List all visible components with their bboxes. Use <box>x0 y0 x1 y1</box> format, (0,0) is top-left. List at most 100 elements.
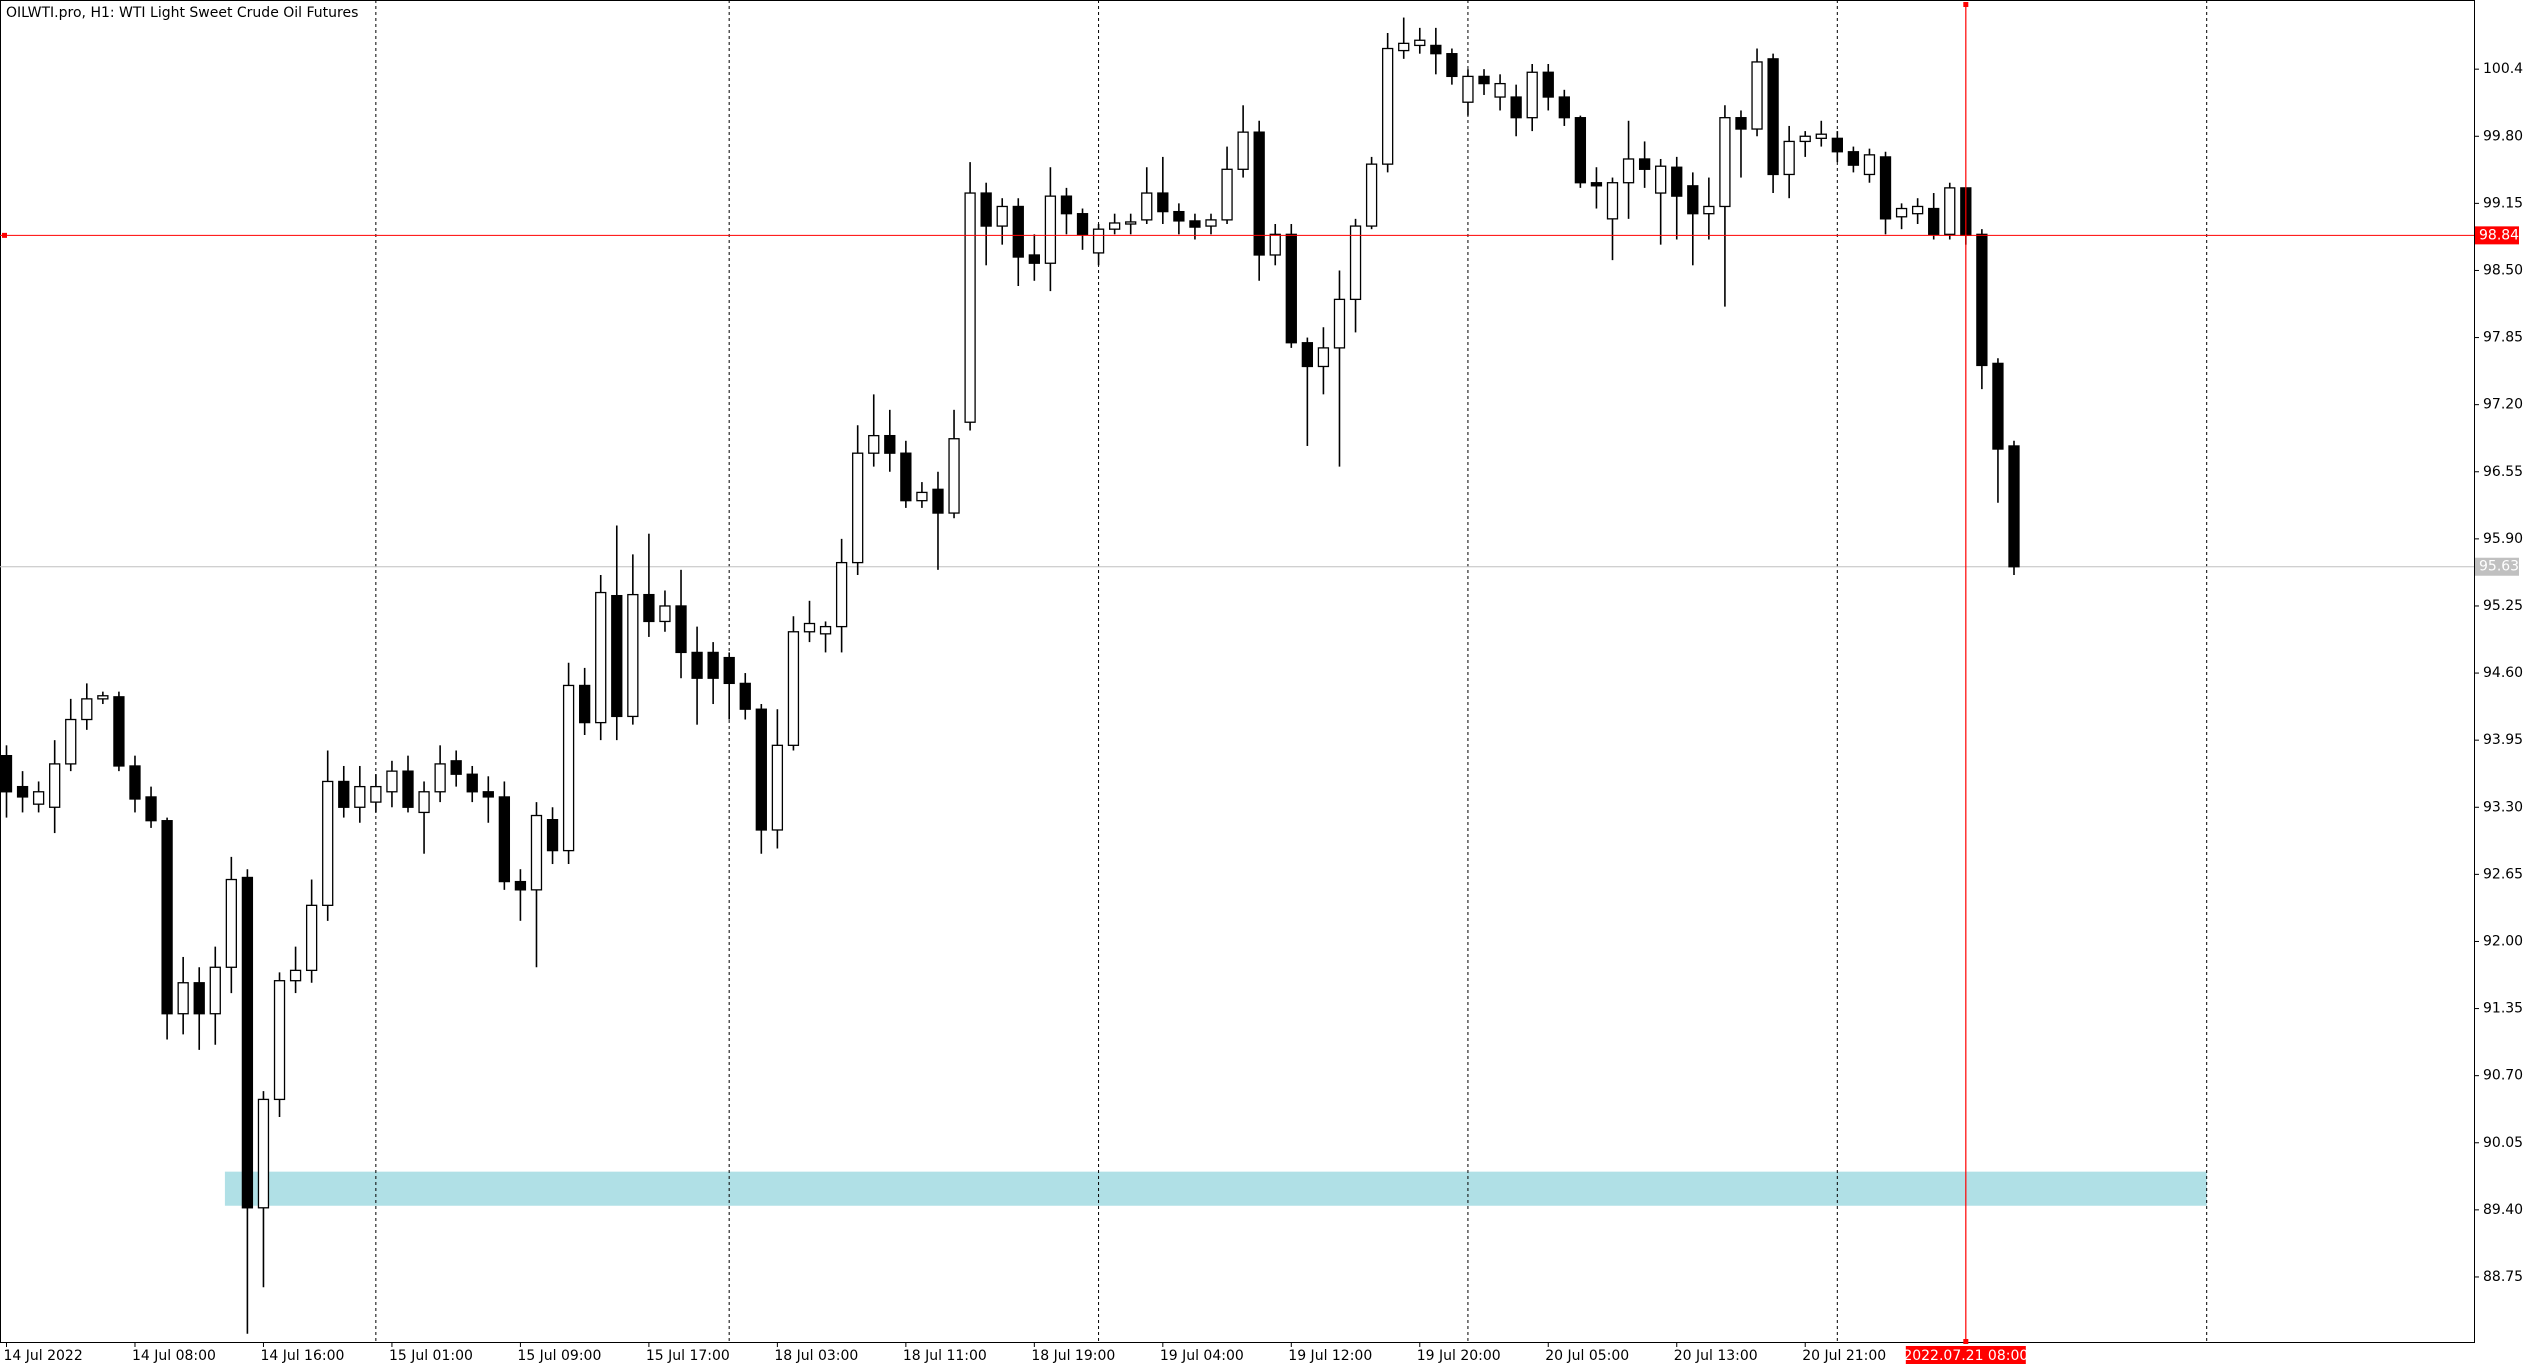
candle-body <box>1895 207 1908 218</box>
candle-body <box>996 205 1008 227</box>
candle-body <box>1879 156 1892 220</box>
candle-body <box>354 785 366 808</box>
candle-body <box>1317 347 1330 368</box>
candle-body <box>1414 39 1426 47</box>
candle-body <box>1655 165 1667 194</box>
candle-body <box>81 698 93 721</box>
candle-body <box>1189 220 1201 228</box>
x-tick-label: 19 Jul 12:00 <box>1288 1348 1372 1364</box>
candle-body <box>1622 158 1635 184</box>
candle-body <box>643 593 655 623</box>
candle-body <box>868 434 880 454</box>
x-tick-label: 19 Jul 04:00 <box>1160 1348 1244 1364</box>
candle-body <box>209 966 221 1015</box>
x-tick-label: 20 Jul 21:00 <box>1802 1348 1886 1364</box>
candle-body <box>1205 219 1217 227</box>
candle-body <box>980 192 992 227</box>
y-tick-label: 89.40 <box>2483 1202 2523 1218</box>
y-tick-label: 95.90 <box>2483 531 2523 547</box>
candle-body <box>177 982 189 1015</box>
candle-body <box>1976 233 1988 367</box>
candle-body <box>819 625 832 635</box>
candle-body <box>498 796 511 883</box>
candle-body <box>1606 182 1619 220</box>
candle-body <box>1398 42 1410 52</box>
candle-body <box>1542 71 1554 98</box>
candle-body <box>32 791 45 805</box>
y-tick-label: 93.30 <box>2483 799 2523 815</box>
candle-body <box>49 763 61 808</box>
y-tick-label: 93.95 <box>2483 732 2523 748</box>
candle-body <box>1703 205 1715 215</box>
x-tick-label: 14 Jul 08:00 <box>132 1348 216 1364</box>
candle-body <box>1831 137 1843 153</box>
candle-body <box>1076 213 1089 235</box>
candle-body <box>1638 158 1651 170</box>
candle-body <box>161 820 173 1015</box>
y-tick-label: 98.50 <box>2483 262 2523 278</box>
candle-body <box>1221 168 1233 221</box>
candle-body <box>1671 166 1683 197</box>
x-tick-label: 18 Jul 19:00 <box>1031 1348 1115 1364</box>
candle-body <box>193 982 205 1015</box>
candle-body <box>852 452 864 564</box>
candle-body <box>755 708 767 831</box>
candle-body <box>418 791 430 814</box>
candle-body <box>1173 210 1185 222</box>
candle-body <box>514 880 527 891</box>
crosshair-dot <box>1963 1339 1969 1344</box>
x-tick-label: 19 Jul 20:00 <box>1417 1348 1501 1364</box>
candle-body <box>97 695 109 700</box>
candle-body <box>659 605 671 623</box>
candle-body <box>1092 228 1105 254</box>
x-tick-label: 15 Jul 17:00 <box>646 1348 730 1364</box>
candle-body <box>1269 233 1281 256</box>
y-tick-label: 88.75 <box>2483 1269 2523 1285</box>
bid-label: 95.63 <box>2479 559 2519 575</box>
candle-body <box>546 819 559 852</box>
candle-body <box>482 791 494 798</box>
candle-body <box>1478 75 1490 85</box>
candle-body <box>530 814 543 891</box>
candle-body <box>1590 182 1603 187</box>
candle-body <box>562 684 575 852</box>
candle-body <box>370 785 382 803</box>
crosshair-dot <box>1963 2 1969 7</box>
candle-body <box>1044 195 1057 264</box>
x-tick-label: 18 Jul 11:00 <box>903 1348 987 1364</box>
candle-body <box>0 754 13 793</box>
price-label-box <box>2475 226 2519 245</box>
y-tick-label: 96.55 <box>2483 464 2523 480</box>
candle-body <box>2008 445 2020 568</box>
candle-body <box>1526 71 1538 119</box>
candle-body <box>129 765 141 800</box>
candle-body <box>1108 222 1121 230</box>
candle-body <box>466 773 478 793</box>
crosshair-time-label: 2022.07.21 08:00 <box>1903 1348 2028 1364</box>
candle-body <box>627 593 639 718</box>
candle-body <box>402 770 414 808</box>
candle-body <box>1783 140 1795 176</box>
y-tick-label: 90.05 <box>2483 1135 2523 1151</box>
candle-body <box>322 780 334 906</box>
candle-body <box>1735 117 1747 130</box>
y-tick-label: 92.65 <box>2483 866 2523 882</box>
candle-body <box>1911 205 1924 215</box>
candle-body <box>434 763 446 793</box>
candle-body <box>1751 61 1763 130</box>
x-tick-label: 14 Jul 16:00 <box>260 1348 344 1364</box>
candle-body <box>1012 205 1024 258</box>
candle-body <box>900 452 912 502</box>
candle-body <box>803 622 816 633</box>
candle-body <box>707 651 719 679</box>
candle-body <box>1237 131 1249 170</box>
x-tick-label: 15 Jul 01:00 <box>389 1348 473 1364</box>
candle-body <box>884 434 896 454</box>
candle-body <box>1928 207 1940 235</box>
chart-title: OILWTI.pro, H1: WTI Light Sweet Crude Oi… <box>6 5 358 21</box>
bid-label-box <box>2475 557 2519 576</box>
x-tick-label: 15 Jul 09:00 <box>517 1348 601 1364</box>
y-tick-label: 95.25 <box>2483 598 2523 614</box>
candle-body <box>787 631 800 746</box>
